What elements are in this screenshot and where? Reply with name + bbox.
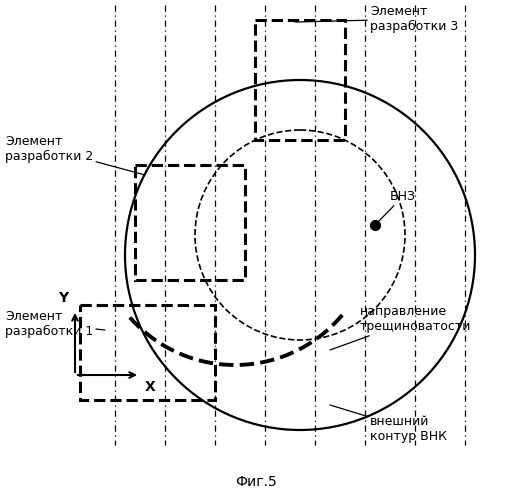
Bar — [135, 165, 245, 280]
Text: Фиг.5: Фиг.5 — [235, 475, 278, 489]
Text: Элемент
разработки 1: Элемент разработки 1 — [5, 310, 105, 338]
Text: ВНЗ: ВНЗ — [375, 190, 416, 225]
Bar — [255, 20, 345, 140]
Text: направление
трещиноватости: направление трещиноватости — [330, 305, 471, 350]
Text: внешний
контур ВНК: внешний контур ВНК — [330, 405, 447, 443]
Text: Элемент
разработки 3: Элемент разработки 3 — [295, 5, 458, 33]
Text: X: X — [145, 380, 156, 394]
Text: Элемент
разработки 2: Элемент разработки 2 — [5, 135, 145, 175]
Bar — [80, 305, 215, 400]
Text: Y: Y — [58, 291, 68, 305]
